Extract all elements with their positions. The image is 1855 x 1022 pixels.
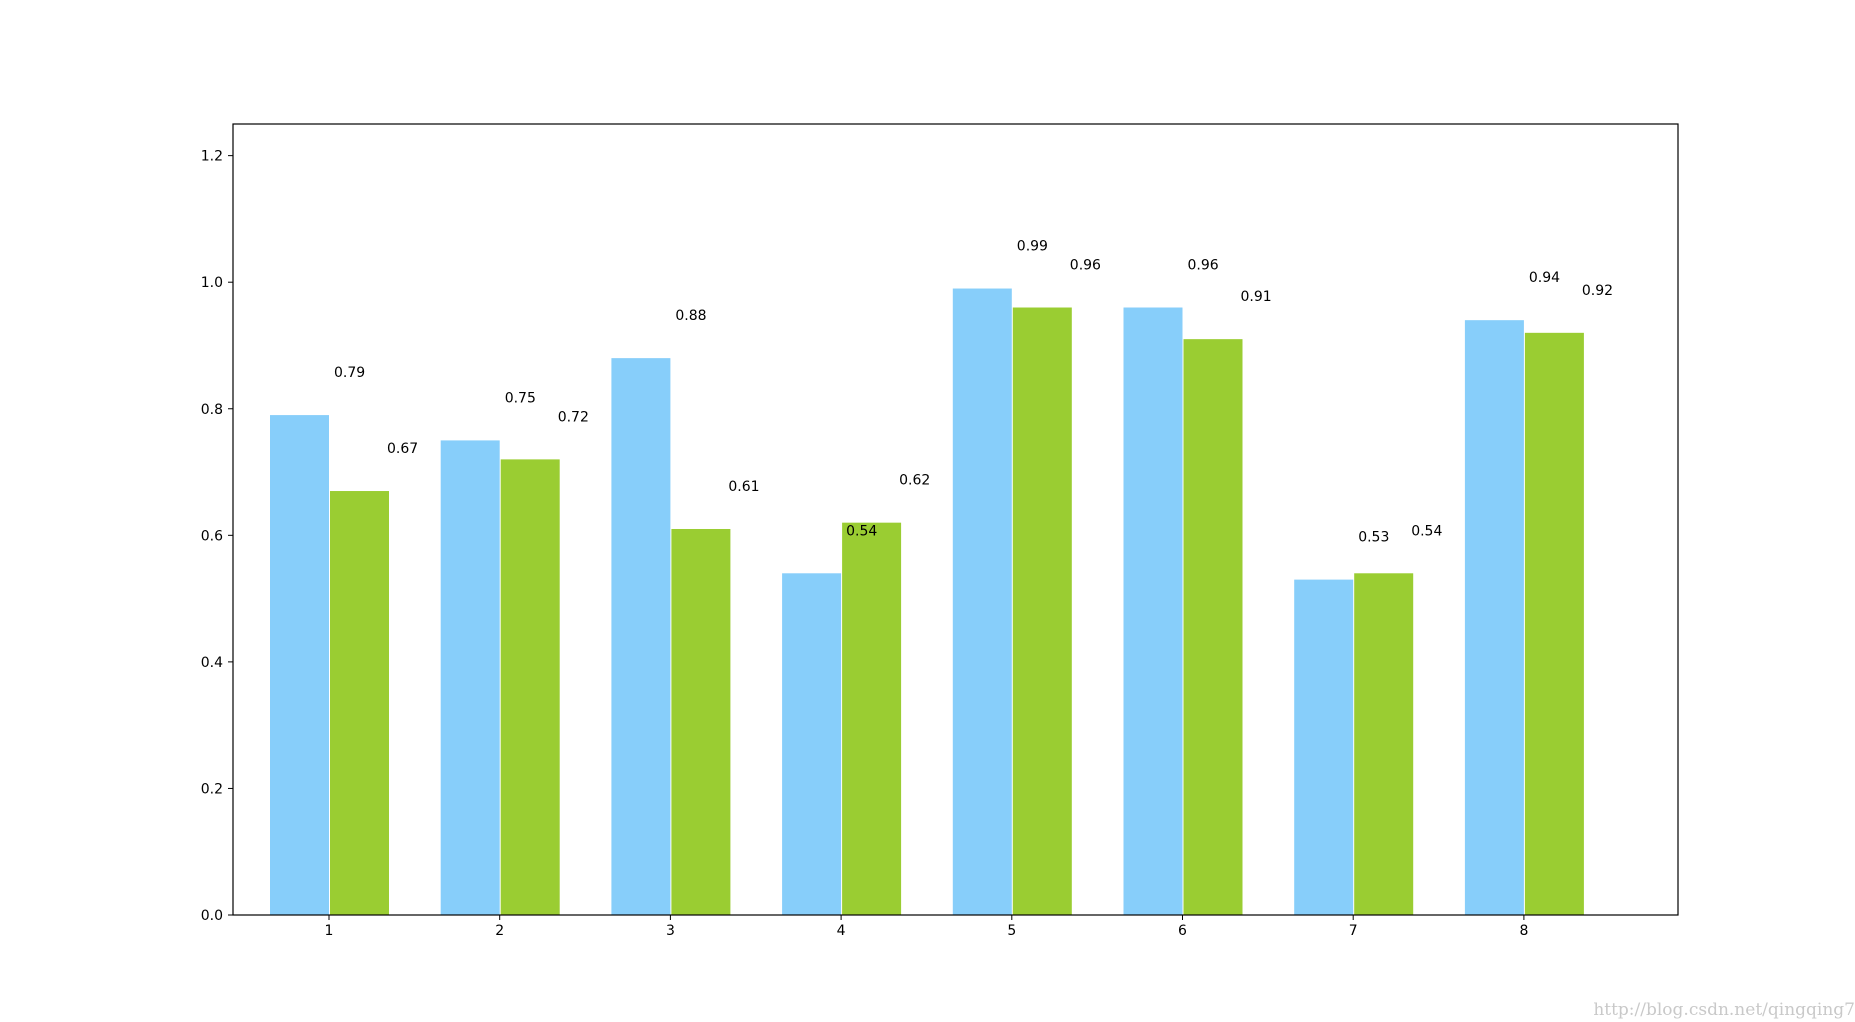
data-label-1-series-1: 0.79 (334, 365, 365, 381)
data-label-8-series-2: 0.92 (1582, 283, 1613, 299)
y-tick-label-0.8: 0.8 (201, 402, 223, 418)
x-tick-label-2: 2 (495, 923, 504, 939)
data-label-2-series-1: 0.75 (505, 390, 536, 406)
bar-2-series-1 (440, 440, 500, 915)
x-axis: 1 2 3 4 5 6 7 8 (325, 915, 1528, 939)
data-label-3-series-2: 0.61 (728, 479, 759, 495)
data-label-5-series-2: 0.96 (1070, 258, 1101, 274)
data-label-7-series-2: 0.54 (1411, 523, 1442, 539)
data-label-3-series-1: 0.88 (675, 308, 706, 324)
bar-4-series-2 (842, 522, 902, 915)
y-tick-label-1.0: 1.0 (201, 275, 223, 291)
data-label-7-series-1: 0.53 (1358, 530, 1389, 546)
data-label-5-series-1: 0.99 (1017, 239, 1048, 255)
watermark: http://blog.csdn.net/qingqing7 (1593, 1000, 1855, 1020)
y-tick-label-0.2: 0.2 (201, 781, 223, 797)
bar-4-series-1 (782, 573, 842, 915)
x-tick-label-6: 6 (1178, 923, 1187, 939)
bar-7-series-1 (1294, 579, 1354, 915)
bar-6-series-1 (1123, 307, 1183, 916)
bar-8-series-1 (1464, 320, 1524, 916)
x-tick-label-8: 8 (1519, 923, 1528, 939)
bar-3-series-1 (611, 358, 671, 915)
data-label-4-series-1: 0.54 (846, 523, 877, 539)
x-tick-label-5: 5 (1007, 923, 1016, 939)
x-tick-label-7: 7 (1349, 923, 1358, 939)
bar-5-series-2 (1012, 307, 1072, 916)
bars-layer (270, 288, 1584, 916)
y-tick-label-0.6: 0.6 (201, 528, 223, 544)
data-label-8-series-1: 0.94 (1529, 270, 1560, 286)
x-tick-label-1: 1 (325, 923, 334, 939)
data-label-1-series-2: 0.67 (387, 441, 418, 457)
data-label-2-series-2: 0.72 (558, 409, 589, 425)
y-tick-label-0.0: 0.0 (201, 908, 223, 924)
y-axis: 0.0 0.2 0.4 0.6 0.8 1.0 1.2 (201, 149, 233, 924)
y-tick-label-0.4: 0.4 (201, 655, 223, 671)
data-label-4-series-2: 0.62 (899, 473, 930, 489)
y-tick-label-1.2: 1.2 (201, 149, 223, 165)
data-label-6-series-1: 0.96 (1188, 258, 1219, 274)
bar-6-series-2 (1183, 339, 1243, 916)
bar-5-series-1 (952, 288, 1012, 915)
data-label-6-series-2: 0.91 (1241, 289, 1272, 305)
bar-2-series-2 (500, 459, 560, 915)
data-labels-layer: 0.79 0.67 0.75 0.72 0.88 0.61 0.54 0.62 0.99 0.96… (334, 239, 1613, 546)
bar-7-series-2 (1354, 573, 1414, 915)
plot-frame (232, 123, 1679, 916)
x-tick-label-4: 4 (837, 923, 846, 939)
bar-8-series-2 (1524, 332, 1584, 916)
x-tick-label-3: 3 (666, 923, 675, 939)
bar-1-series-2 (330, 491, 389, 915)
bar-3-series-2 (671, 528, 731, 915)
bar-1-series-1 (270, 415, 329, 915)
